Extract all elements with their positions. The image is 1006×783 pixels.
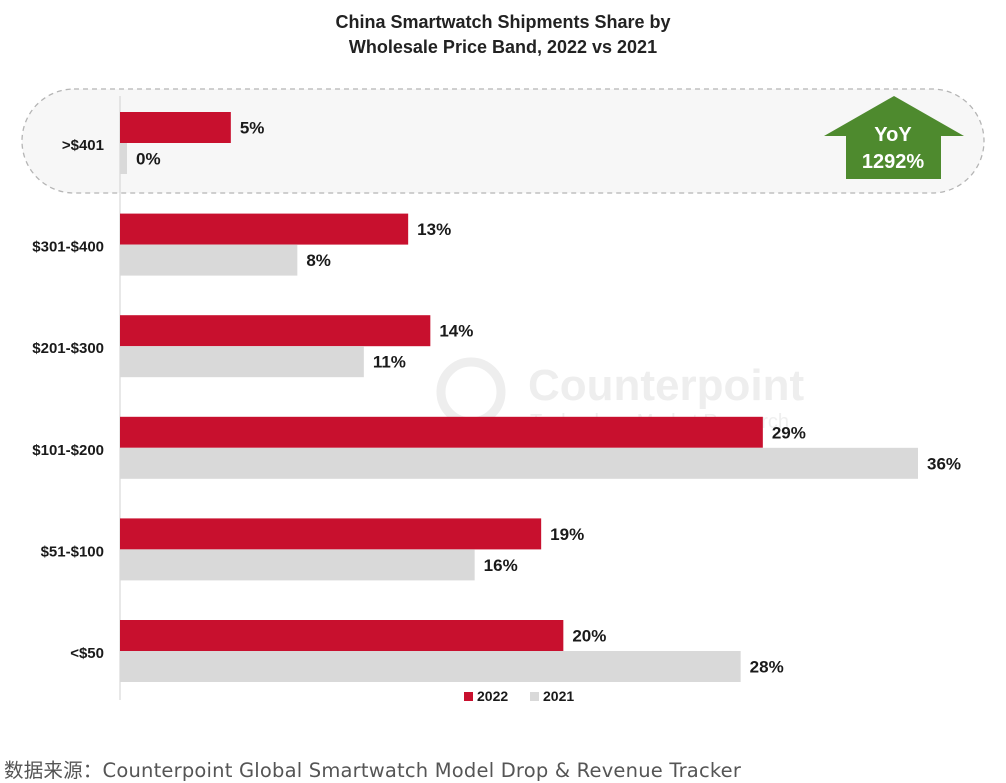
legend-label-2022: 2022	[477, 688, 508, 704]
data-label-2022: 20%	[572, 627, 606, 646]
category-label: $301-$400	[32, 239, 104, 256]
highlight-box	[21, 88, 985, 194]
bar-2021	[120, 346, 364, 378]
yoy-value: 1292%	[862, 151, 924, 173]
data-label-2021: 36%	[927, 454, 961, 473]
category-label: $201-$300	[32, 340, 104, 357]
bar-2021	[120, 143, 127, 174]
bar-2022	[120, 315, 431, 347]
chart-title-line-1: China Smartwatch Shipments Share by	[335, 12, 671, 32]
category-label: >$401	[62, 137, 104, 154]
watermark-brand: Counterpoint	[528, 361, 805, 410]
category-label: <$50	[70, 645, 104, 662]
chart-title-line-2: Wholesale Price Band, 2022 vs 2021	[348, 37, 658, 57]
bar-2021	[120, 549, 475, 581]
data-label-2021: 28%	[750, 658, 784, 677]
yoy-label: YoY	[874, 124, 912, 146]
bar-2021	[120, 651, 741, 682]
bar-2022	[120, 112, 231, 143]
category-label: $51-$100	[41, 543, 104, 560]
bar-2022	[120, 620, 564, 651]
data-label-2022: 14%	[439, 322, 473, 341]
data-label-2022: 19%	[550, 525, 584, 544]
data-label-2022: 13%	[417, 220, 451, 239]
bar-2021	[120, 244, 298, 276]
data-label-2022: 5%	[240, 119, 265, 138]
source-note: 数据来源：Counterpoint Global Smartwatch Mode…	[4, 759, 742, 782]
bar-2021	[120, 447, 918, 479]
data-label-2021: 0%	[136, 150, 161, 169]
category-label: $101-$200	[32, 442, 104, 459]
legend-label-2021: 2021	[543, 688, 574, 704]
yoy-arrow-icon	[824, 96, 964, 179]
bar-2022	[120, 416, 763, 448]
bar-2022	[120, 518, 542, 550]
legend-swatch-2021	[530, 692, 539, 701]
chart-title: China Smartwatch Shipments Share by Whol…	[0, 10, 1006, 60]
watermark-logo-icon	[436, 357, 506, 427]
legend-swatch-2022	[464, 692, 473, 701]
bar-chart: CounterpointTechnology Market Research>$…	[21, 88, 985, 704]
data-label-2021: 8%	[306, 251, 331, 270]
data-label-2021: 16%	[484, 556, 518, 575]
data-label-2022: 29%	[772, 423, 806, 442]
data-label-2021: 11%	[373, 353, 406, 372]
bar-2022	[120, 213, 409, 245]
